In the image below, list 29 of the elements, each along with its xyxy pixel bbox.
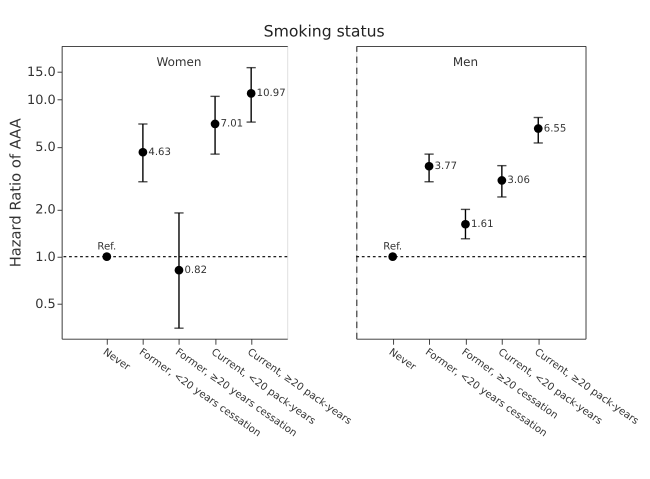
data-label: 7.01 <box>220 118 244 130</box>
point <box>461 220 470 229</box>
text: Smoking status <box>264 21 385 40</box>
point <box>424 162 434 171</box>
data-label: 3.77 <box>434 160 458 172</box>
y-tick-label: 5.0 <box>35 140 56 156</box>
data-label: Ref. <box>97 241 116 252</box>
y-tick-label: 2.0 <box>35 202 56 218</box>
point <box>246 89 256 98</box>
point <box>174 266 184 275</box>
data-label: 3.06 <box>507 175 530 186</box>
data-label: 4.63 <box>148 146 171 158</box>
y-axis-title: Hazard Ratio of AAA <box>8 118 25 268</box>
data-label: 1.61 <box>470 218 494 230</box>
point <box>210 120 220 128</box>
y-tick-label: 15.0 <box>27 65 56 80</box>
y-tick-label: 10.0 <box>27 92 56 108</box>
point <box>138 148 148 157</box>
y-tick-label: 0.5 <box>35 297 56 312</box>
data-label: 0.82 <box>184 264 208 276</box>
point <box>388 252 398 262</box>
y-tick-label: 1.0 <box>35 250 56 265</box>
point <box>497 176 506 185</box>
data-label: 6.55 <box>544 123 566 134</box>
data-label: 10.97 <box>256 88 286 100</box>
point <box>534 124 543 133</box>
data-label: Ref. <box>383 241 402 252</box>
annotation: Women <box>156 55 202 70</box>
annotation: Men <box>452 55 478 70</box>
